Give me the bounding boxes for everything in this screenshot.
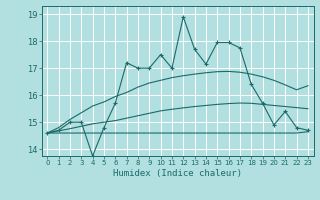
X-axis label: Humidex (Indice chaleur): Humidex (Indice chaleur)	[113, 169, 242, 178]
